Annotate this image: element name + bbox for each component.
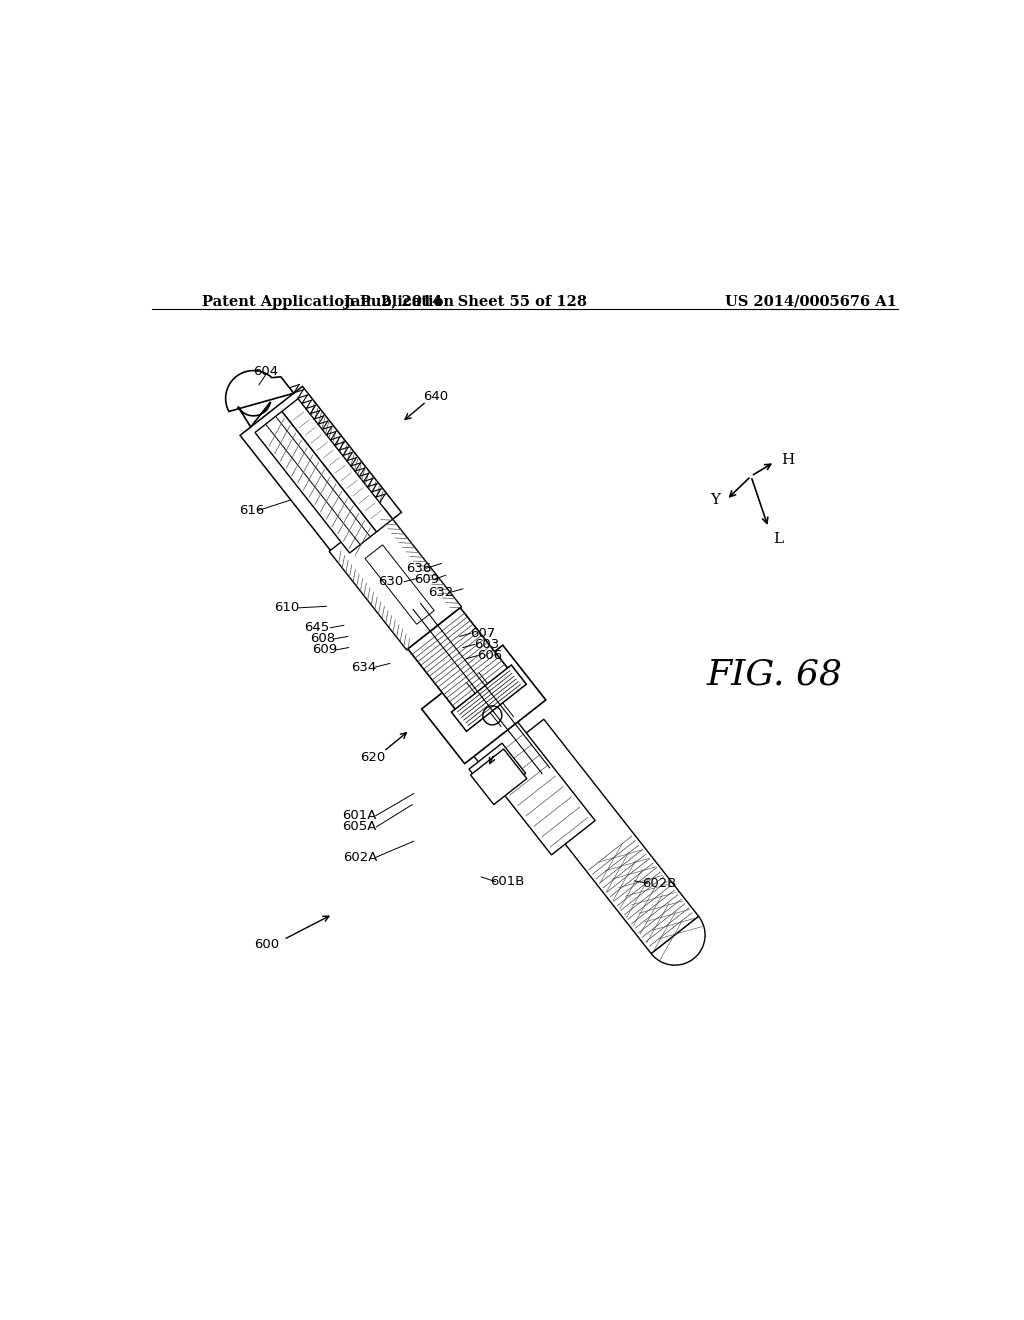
Polygon shape bbox=[422, 645, 546, 764]
Text: 610: 610 bbox=[274, 602, 299, 614]
Text: H: H bbox=[781, 453, 795, 467]
Polygon shape bbox=[282, 399, 392, 532]
Text: 602A: 602A bbox=[343, 850, 378, 863]
Polygon shape bbox=[255, 412, 377, 553]
Text: 606: 606 bbox=[477, 649, 503, 663]
Text: Jan. 2, 2014   Sheet 55 of 128: Jan. 2, 2014 Sheet 55 of 128 bbox=[344, 294, 587, 309]
Polygon shape bbox=[469, 743, 525, 800]
Text: 603: 603 bbox=[474, 638, 500, 651]
Text: FIG. 68: FIG. 68 bbox=[707, 657, 843, 692]
Text: 636: 636 bbox=[406, 562, 431, 574]
Text: 601B: 601B bbox=[490, 875, 524, 888]
Text: 605A: 605A bbox=[343, 821, 377, 833]
Polygon shape bbox=[366, 545, 434, 624]
Text: 609: 609 bbox=[414, 573, 439, 586]
Text: 632: 632 bbox=[428, 586, 454, 599]
Text: 604: 604 bbox=[253, 364, 278, 378]
Text: 608: 608 bbox=[310, 632, 335, 645]
Polygon shape bbox=[225, 371, 294, 412]
Text: 634: 634 bbox=[351, 661, 377, 675]
Text: 607: 607 bbox=[470, 627, 496, 640]
Text: 601A: 601A bbox=[342, 809, 376, 822]
Text: US 2014/0005676 A1: US 2014/0005676 A1 bbox=[725, 294, 896, 309]
Polygon shape bbox=[329, 508, 462, 649]
Text: Y: Y bbox=[710, 492, 720, 507]
Text: 645: 645 bbox=[304, 622, 330, 634]
Polygon shape bbox=[408, 607, 512, 714]
Text: 620: 620 bbox=[359, 751, 385, 763]
Polygon shape bbox=[466, 711, 595, 855]
Text: Patent Application Publication: Patent Application Publication bbox=[202, 294, 454, 309]
Text: 616: 616 bbox=[240, 504, 264, 516]
Text: 640: 640 bbox=[423, 391, 449, 404]
Text: 609: 609 bbox=[312, 643, 337, 656]
Polygon shape bbox=[238, 403, 270, 428]
Polygon shape bbox=[240, 387, 401, 561]
Text: 600: 600 bbox=[254, 937, 280, 950]
Polygon shape bbox=[497, 719, 698, 953]
Polygon shape bbox=[471, 748, 526, 805]
Text: 602B: 602B bbox=[642, 876, 677, 890]
Text: L: L bbox=[773, 532, 783, 545]
Polygon shape bbox=[452, 665, 526, 731]
Polygon shape bbox=[651, 916, 706, 965]
Text: 630: 630 bbox=[378, 576, 403, 589]
Polygon shape bbox=[346, 527, 453, 643]
